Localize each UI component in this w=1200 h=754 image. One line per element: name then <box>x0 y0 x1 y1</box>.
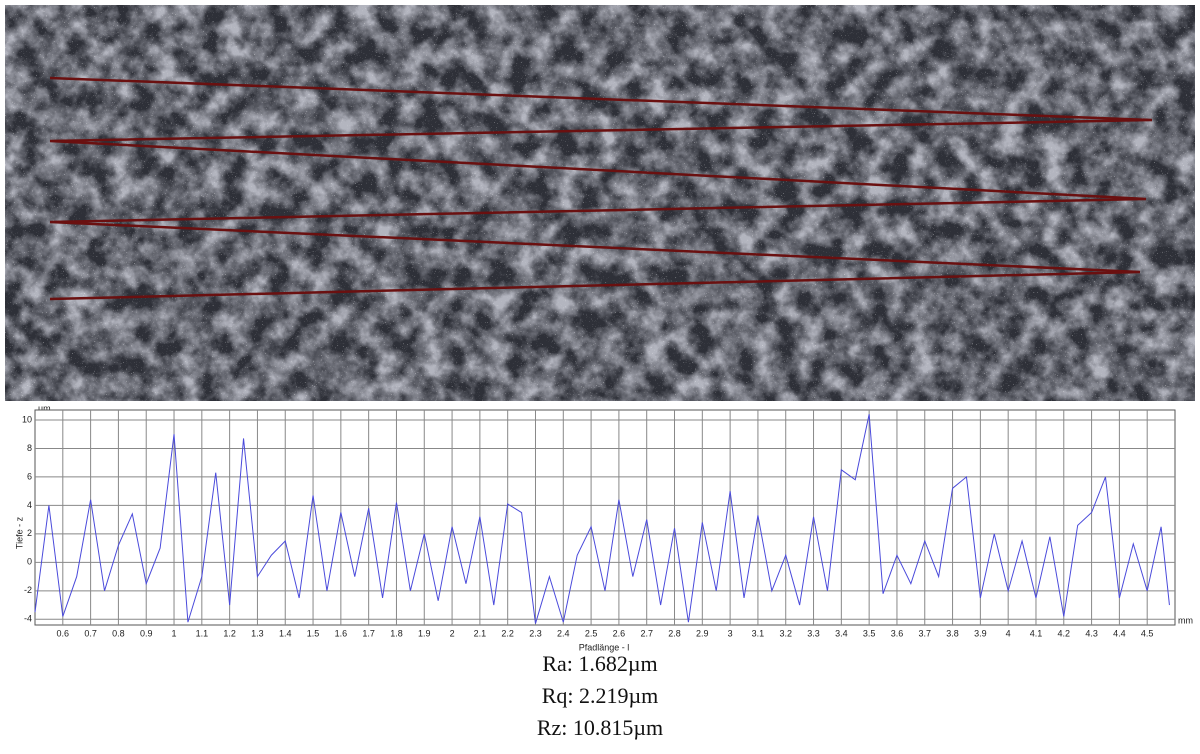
profile-chart: Tiefe - z µm mm Pfadlänge - l -4 -2 0 2 4 6 8 1… <box>14 403 1193 652</box>
x-tick-label: 3.1 <box>752 628 765 638</box>
x-tick-label: 0.8 <box>112 628 125 638</box>
y-axis-label: Tiefe - z <box>14 516 24 549</box>
x-tick-label: 3.2 <box>779 628 792 638</box>
x-tick-label: 4.1 <box>1030 628 1043 638</box>
x-tick-label: 1.2 <box>223 628 236 638</box>
x-tick-label: 3.7 <box>918 628 931 638</box>
x-tick-label: 1.5 <box>307 628 320 638</box>
x-tick-label: 1.1 <box>196 628 209 638</box>
x-tick-label: 2 <box>450 628 455 638</box>
y-tick-label: 8 <box>27 443 32 453</box>
x-tick-label: 4.3 <box>1085 628 1098 638</box>
x-tick-label: 2.1 <box>474 628 487 638</box>
y-unit: µm <box>38 403 51 413</box>
x-tick-label: 4.2 <box>1058 628 1071 638</box>
scan-path <box>49 76 1153 301</box>
x-tick-label: 1.8 <box>390 628 403 638</box>
x-axis-label: Pfadlänge - l <box>579 642 630 652</box>
x-tick-label: 4.5 <box>1141 628 1154 638</box>
ra-value: Ra: 1.682µm <box>542 651 657 676</box>
x-tick-label: 3.5 <box>863 628 876 638</box>
plot-area <box>34 409 1176 626</box>
rz-value: Rz: 10.815µm <box>537 715 663 740</box>
profile-line <box>34 414 1170 624</box>
x-tick-label: 1 <box>172 628 177 638</box>
x-tick-label: 0.6 <box>57 628 70 638</box>
x-tick-label: 2.7 <box>640 628 653 638</box>
y-tick-label: -4 <box>24 614 32 624</box>
x-tick-label: 1.3 <box>251 628 264 638</box>
y-tick-label: 4 <box>27 500 32 510</box>
x-unit: mm <box>1178 615 1193 625</box>
x-tick-label: 1.7 <box>362 628 375 638</box>
x-tick-label: 3.8 <box>946 628 959 638</box>
y-tick-label: 2 <box>27 528 32 538</box>
micrograph <box>5 5 1195 401</box>
rq-value: Rq: 2.219µm <box>542 683 659 708</box>
x-tick-label: 4.4 <box>1113 628 1126 638</box>
x-tick-label: 3.9 <box>974 628 987 638</box>
x-tick-label: 3.6 <box>891 628 904 638</box>
x-tick-label: 3 <box>728 628 733 638</box>
x-tick-label: 2.9 <box>696 628 709 638</box>
x-tick-label: 1.9 <box>418 628 431 638</box>
x-tick-label: 1.4 <box>279 628 292 638</box>
x-tick-label: 1.6 <box>335 628 348 638</box>
x-tick-label: 0.9 <box>140 628 153 638</box>
x-tick-label: 2.3 <box>529 628 542 638</box>
y-tick-label: 0 <box>27 557 32 567</box>
x-tick-label: 3.4 <box>835 628 848 638</box>
y-tick-label: 6 <box>27 471 32 481</box>
x-tick-label: 2.5 <box>585 628 598 638</box>
x-tick-label: 2.4 <box>557 628 570 638</box>
x-tick-label: 2.6 <box>613 628 626 638</box>
x-tick-label: 2.2 <box>501 628 514 638</box>
x-tick-label: 4 <box>1006 628 1011 638</box>
x-tick-label: 3.3 <box>807 628 820 638</box>
y-tick-label: 10 <box>22 414 32 424</box>
x-tick-label: 2.8 <box>668 628 681 638</box>
x-tick-label: 0.7 <box>84 628 97 638</box>
y-tick-label: -2 <box>24 585 32 595</box>
